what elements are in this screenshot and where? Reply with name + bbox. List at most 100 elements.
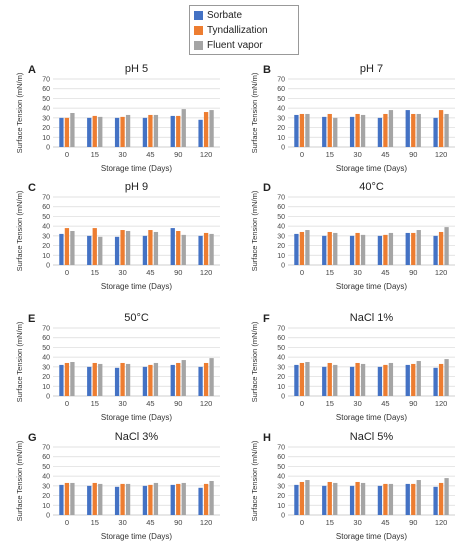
x-tick-label-c-1: 15 [91, 268, 99, 277]
bar-e-2-0 [114, 367, 120, 396]
y-tick-label-f-6: 60 [277, 335, 285, 342]
bar-g-4-0 [170, 484, 175, 515]
bar-e-1-1 [92, 362, 97, 396]
bar-h-0-0 [294, 484, 299, 515]
x-tick-label-b-2: 30 [353, 150, 361, 159]
bar-f-2-0 [349, 366, 355, 396]
y-tick-label-g-7: 70 [42, 445, 50, 452]
x-axis-title-g: Storage time (Days) [101, 532, 172, 541]
bar-e-2-1 [120, 362, 125, 396]
y-tick-label-c-5: 50 [42, 214, 50, 221]
x-tick-label-d-0: 0 [300, 268, 304, 277]
x-tick-label-g-5: 120 [200, 518, 213, 527]
bar-h-5-0 [433, 486, 438, 515]
bar-g-5-0 [198, 487, 203, 515]
x-tick-label-b-3: 45 [381, 150, 389, 159]
bar-g-4-2 [181, 482, 186, 515]
bar-d-5-2 [444, 227, 449, 265]
bar-d-5-0 [433, 235, 438, 265]
y-tick-label-b-6: 60 [277, 86, 285, 93]
y-tick-label-a-3: 30 [42, 115, 50, 122]
bar-f-3-0 [377, 366, 383, 396]
bar-a-2-2 [125, 114, 131, 147]
y-tick-label-e-4: 40 [42, 355, 50, 362]
bar-g-1-0 [87, 485, 92, 515]
bar-a-0-0 [59, 117, 64, 147]
y-tick-label-a-4: 40 [42, 106, 50, 113]
bar-a-3-2 [153, 114, 159, 147]
bar-f-0-0 [294, 364, 299, 396]
bar-c-4-2 [181, 234, 186, 265]
bar-e-5-2 [209, 358, 214, 396]
y-axis-title-c: Surface Tension (mN/m) [15, 190, 24, 271]
bar-e-5-1 [203, 362, 209, 396]
x-tick-label-f-5: 120 [435, 399, 448, 408]
bar-g-2-1 [120, 483, 125, 515]
x-tick-label-g-1: 15 [91, 518, 99, 527]
bar-a-5-0 [198, 119, 203, 147]
bar-d-3-2 [388, 232, 394, 265]
x-tick-label-f-3: 45 [381, 399, 389, 408]
y-tick-label-f-7: 70 [277, 326, 285, 333]
legend-swatch-tyndallization [194, 26, 203, 35]
bar-e-1-0 [87, 366, 92, 396]
y-tick-label-d-5: 50 [277, 214, 285, 221]
panel-letter-h: H [263, 432, 271, 444]
y-tick-label-b-4: 40 [277, 106, 285, 113]
x-tick-label-a-0: 0 [65, 150, 69, 159]
y-axis-title-b: Surface Tension (mN/m) [250, 72, 259, 153]
x-tick-label-d-3: 45 [381, 268, 389, 277]
bar-f-0-1 [299, 362, 305, 396]
panel-title-d: 40°C [359, 181, 384, 193]
bar-c-0-1 [64, 228, 70, 265]
y-tick-label-a-7: 70 [42, 77, 50, 84]
x-tick-label-h-1: 15 [326, 518, 334, 527]
y-tick-label-e-6: 60 [42, 335, 50, 342]
y-tick-label-c-1: 10 [42, 253, 50, 260]
x-tick-label-d-1: 15 [326, 268, 334, 277]
bar-c-2-0 [114, 236, 120, 265]
y-tick-label-g-5: 50 [42, 464, 50, 471]
y-tick-label-h-5: 50 [277, 464, 285, 471]
bar-b-4-2 [416, 113, 421, 147]
bar-b-2-2 [360, 114, 366, 147]
x-tick-label-c-4: 90 [174, 268, 182, 277]
bar-f-3-2 [388, 362, 394, 396]
bar-g-3-0 [142, 485, 148, 515]
bar-a-3-1 [148, 114, 153, 147]
bar-d-4-2 [416, 230, 421, 265]
y-tick-label-h-3: 30 [277, 483, 285, 490]
bar-c-1-1 [92, 228, 97, 265]
bar-e-4-1 [176, 362, 181, 396]
bar-d-0-0 [294, 233, 299, 265]
panel-title-c: pH 9 [125, 181, 148, 193]
bar-d-1-1 [327, 231, 332, 265]
bar-g-0-0 [59, 484, 64, 515]
bar-b-5-0 [433, 117, 438, 147]
x-tick-label-h-0: 0 [300, 518, 304, 527]
bar-h-2-1 [355, 481, 360, 515]
x-axis-title-h: Storage time (Days) [336, 532, 407, 541]
y-tick-label-a-5: 50 [42, 96, 50, 103]
bar-e-0-1 [64, 362, 70, 396]
x-tick-label-c-0: 0 [65, 268, 69, 277]
bar-g-0-1 [64, 482, 70, 515]
bar-d-3-1 [383, 234, 388, 265]
bar-e-0-0 [59, 364, 64, 396]
bar-f-0-2 [305, 362, 310, 396]
x-tick-label-a-2: 30 [118, 150, 126, 159]
bar-f-5-2 [444, 359, 449, 396]
panel-title-e: 50°C [124, 312, 149, 324]
bar-h-3-1 [383, 483, 388, 515]
bar-c-3-2 [153, 231, 159, 265]
bar-a-5-2 [209, 110, 214, 147]
y-tick-label-b-7: 70 [277, 77, 285, 84]
bar-e-3-0 [142, 366, 148, 396]
bar-a-0-2 [70, 113, 75, 147]
panel-f: F NaCl 1% 0 10 20 30 40 50 60 70 0 15 30 45 90 120 Stora… [250, 312, 455, 422]
bar-f-2-2 [360, 363, 366, 396]
x-tick-label-h-2: 30 [353, 518, 361, 527]
x-tick-label-h-3: 45 [381, 518, 389, 527]
x-tick-label-c-5: 120 [200, 268, 213, 277]
